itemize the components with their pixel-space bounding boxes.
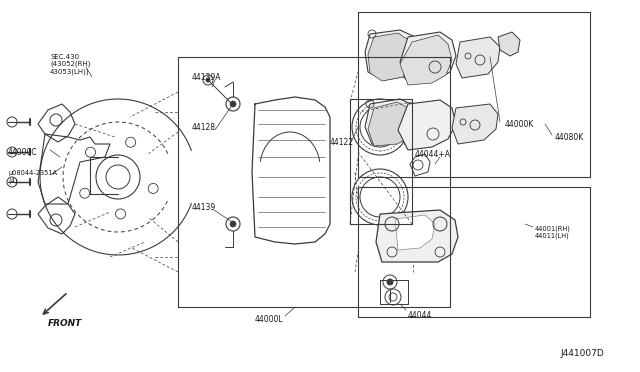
Text: 44000L: 44000L [255,315,284,324]
Polygon shape [498,32,520,56]
Polygon shape [365,99,420,144]
Polygon shape [398,100,456,150]
Text: 44080K: 44080K [555,132,584,141]
Polygon shape [368,102,416,146]
Polygon shape [365,30,420,80]
Polygon shape [38,197,75,234]
Circle shape [230,101,236,107]
Text: 44044: 44044 [408,311,433,320]
Text: 44000C: 44000C [8,148,38,157]
Polygon shape [452,104,498,144]
Circle shape [206,78,210,82]
Text: µ08044-2351A
(4): µ08044-2351A (4) [8,170,57,184]
Circle shape [387,279,393,285]
Text: SEC.430
(43052(RH)
43053(LH)): SEC.430 (43052(RH) 43053(LH)) [50,54,90,74]
Polygon shape [395,215,435,250]
Polygon shape [400,32,456,82]
Text: 44128: 44128 [192,122,216,131]
Polygon shape [410,154,430,176]
Polygon shape [456,37,500,78]
Text: J441007D: J441007D [560,350,604,359]
Text: 44122: 44122 [330,138,354,147]
Text: 44139A: 44139A [192,73,221,81]
Text: 44139: 44139 [192,202,216,212]
Text: 44000K: 44000K [505,119,534,128]
Polygon shape [368,33,414,81]
Polygon shape [400,35,452,85]
Text: 44044+A: 44044+A [415,150,451,158]
Polygon shape [38,104,75,142]
Text: FRONT: FRONT [48,320,83,328]
Circle shape [230,221,236,227]
Text: 44001(RH)
44011(LH): 44001(RH) 44011(LH) [535,225,571,239]
Polygon shape [376,210,458,262]
